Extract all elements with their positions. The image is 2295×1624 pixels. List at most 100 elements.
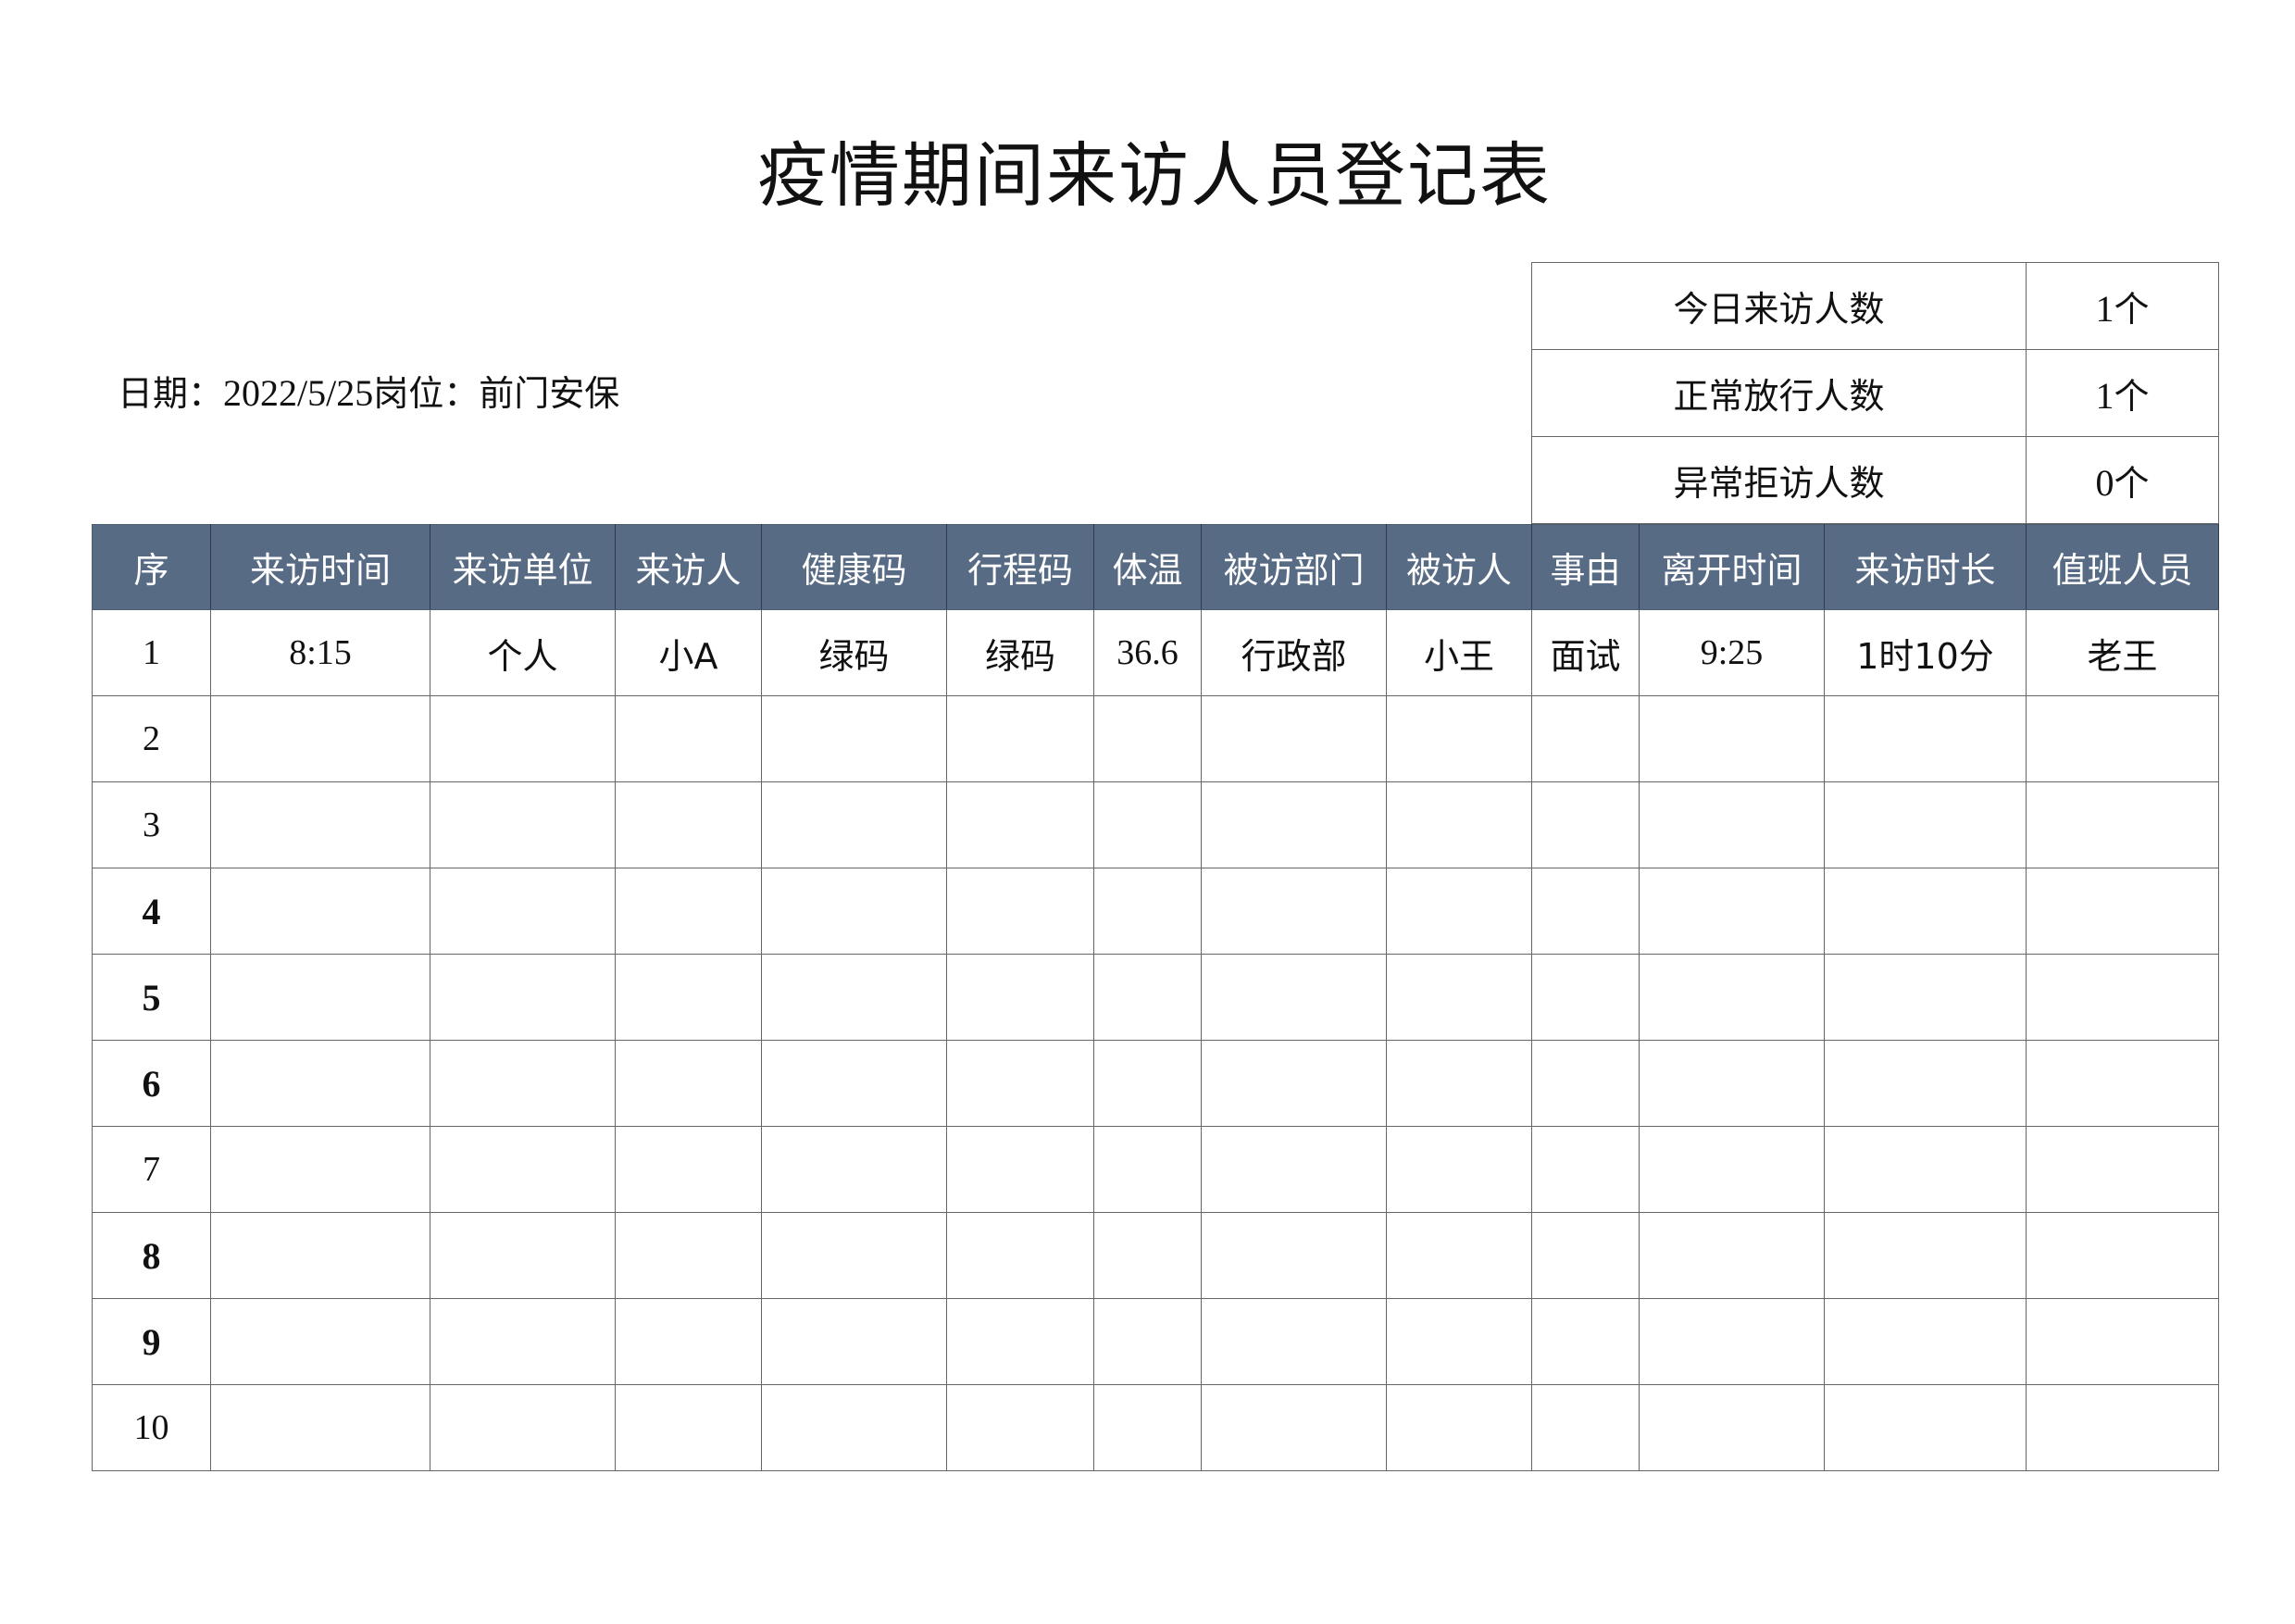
- table-cell: 个人: [430, 609, 616, 696]
- table-cell: [210, 1040, 430, 1127]
- table-row: 3: [92, 781, 2219, 868]
- table-cell: [1201, 1212, 1387, 1299]
- table-cell: [946, 695, 1094, 782]
- column-header: 来访时长: [1824, 524, 2027, 610]
- summary-value: 0个: [2026, 436, 2219, 524]
- column-header: 体温: [1093, 524, 1202, 610]
- table-cell: [1386, 781, 1532, 868]
- table-row: 5: [92, 954, 2219, 1041]
- table-cell: [1531, 781, 1640, 868]
- column-header: 被访部门: [1201, 524, 1387, 610]
- table-cell: [1201, 954, 1387, 1041]
- table-cell: [2026, 868, 2219, 955]
- summary-label: 今日来访人数: [1531, 262, 2027, 350]
- table-row: 6: [92, 1040, 2219, 1127]
- table-cell: [1386, 1040, 1532, 1127]
- column-header: 健康码: [761, 524, 947, 610]
- table-cell: [615, 1212, 762, 1299]
- table-cell: [1824, 1040, 2027, 1127]
- table-cell: [1639, 781, 1825, 868]
- post-label: 岗位：前门安保: [373, 373, 620, 414]
- table-cell: [946, 1384, 1094, 1471]
- table-cell: [1824, 1384, 2027, 1471]
- table-cell: [1639, 954, 1825, 1041]
- table-cell: [1093, 954, 1202, 1041]
- table-cell: [946, 1040, 1094, 1127]
- table-cell: [2026, 695, 2219, 782]
- page-title: 疫情期间来访人员登记表: [757, 134, 1552, 217]
- column-header: 来访时间: [210, 524, 430, 610]
- row-number: 10: [92, 1384, 211, 1471]
- table-cell: [1386, 1126, 1532, 1213]
- table-cell: [1201, 1384, 1387, 1471]
- table-cell: [210, 1212, 430, 1299]
- row-number: 6: [92, 1040, 211, 1127]
- table-cell: [1201, 695, 1387, 782]
- table-cell: [430, 1040, 616, 1127]
- table-cell: 绿码: [761, 609, 947, 696]
- table-cell: [1386, 1298, 1532, 1385]
- table-cell: [2026, 1040, 2219, 1127]
- table-cell: [946, 954, 1094, 1041]
- table-cell: [1824, 954, 2027, 1041]
- table-cell: [615, 868, 762, 955]
- table-cell: [761, 1384, 947, 1471]
- table-cell: [2026, 1384, 2219, 1471]
- table-cell: [1531, 1298, 1640, 1385]
- table-cell: [1824, 695, 2027, 782]
- table-row: 1 8:15 个人 小A 绿码 绿码 36.6 行政部 小王 面试 9:25 1时10分 老王: [92, 609, 2219, 696]
- table-cell: 8:15: [210, 609, 430, 696]
- table-cell: [946, 868, 1094, 955]
- table-cell: [1093, 868, 1202, 955]
- summary-label: 异常拒访人数: [1531, 436, 2027, 524]
- table-cell: [1639, 1040, 1825, 1127]
- table-cell: [430, 781, 616, 868]
- summary-unit: 个: [2114, 289, 2150, 330]
- table-cell: [1824, 781, 2027, 868]
- row-number: 1: [92, 609, 211, 696]
- table-cell: [1386, 695, 1532, 782]
- table-cell: [210, 695, 430, 782]
- table-cell: [615, 695, 762, 782]
- table-cell: [1093, 1126, 1202, 1213]
- table-cell: [946, 1298, 1094, 1385]
- table-cell: [761, 1126, 947, 1213]
- summary-unit: 个: [2114, 463, 2150, 504]
- table-cell: 1时10分: [1824, 609, 2027, 696]
- table-cell: 行政部: [1201, 609, 1387, 696]
- table-row: 2: [92, 695, 2219, 782]
- table-cell: [761, 954, 947, 1041]
- table-cell: [615, 781, 762, 868]
- table-cell: 面试: [1531, 609, 1640, 696]
- table-cell: [2026, 1298, 2219, 1385]
- table-cell: [1201, 1126, 1387, 1213]
- table-cell: 绿码: [946, 609, 1094, 696]
- table-cell: [1531, 954, 1640, 1041]
- table-cell: [2026, 1212, 2219, 1299]
- table-cell: [761, 1298, 947, 1385]
- table-cell: [1824, 1126, 2027, 1213]
- row-number: 5: [92, 954, 211, 1041]
- header-row: 序来访时间 来访单位 来访人 健康码 行程码 体温 被访部门 被访人 事由 离开时间 来访时长 值班人…: [92, 524, 2219, 610]
- table-cell: [430, 695, 616, 782]
- table-cell: [615, 1384, 762, 1471]
- summary-value: 1个: [2026, 262, 2219, 350]
- row-number: 4: [92, 868, 211, 955]
- table-cell: [430, 954, 616, 1041]
- table-cell: [1201, 868, 1387, 955]
- table-cell: 小A: [615, 609, 762, 696]
- table-cell: [430, 868, 616, 955]
- visitor-register-table: 序来访时间 来访单位 来访人 健康码 行程码 体温 被访部门 被访人 事由 离开时间 来访时长 值班人…: [92, 524, 2219, 1471]
- table-cell: [1093, 1040, 1202, 1127]
- table-cell: [761, 781, 947, 868]
- table-cell: [1531, 1126, 1640, 1213]
- summary-count: 0: [2095, 462, 2114, 504]
- table-row: 9: [92, 1298, 2219, 1385]
- summary-row: 正常放行人数 1个: [1531, 349, 2219, 437]
- table-cell: [210, 868, 430, 955]
- column-header: 事由: [1531, 524, 1640, 610]
- column-header: 来访人: [615, 524, 762, 610]
- column-header: 来访单位: [430, 524, 616, 610]
- table-cell: [1824, 868, 2027, 955]
- summary-unit: 个: [2114, 376, 2150, 417]
